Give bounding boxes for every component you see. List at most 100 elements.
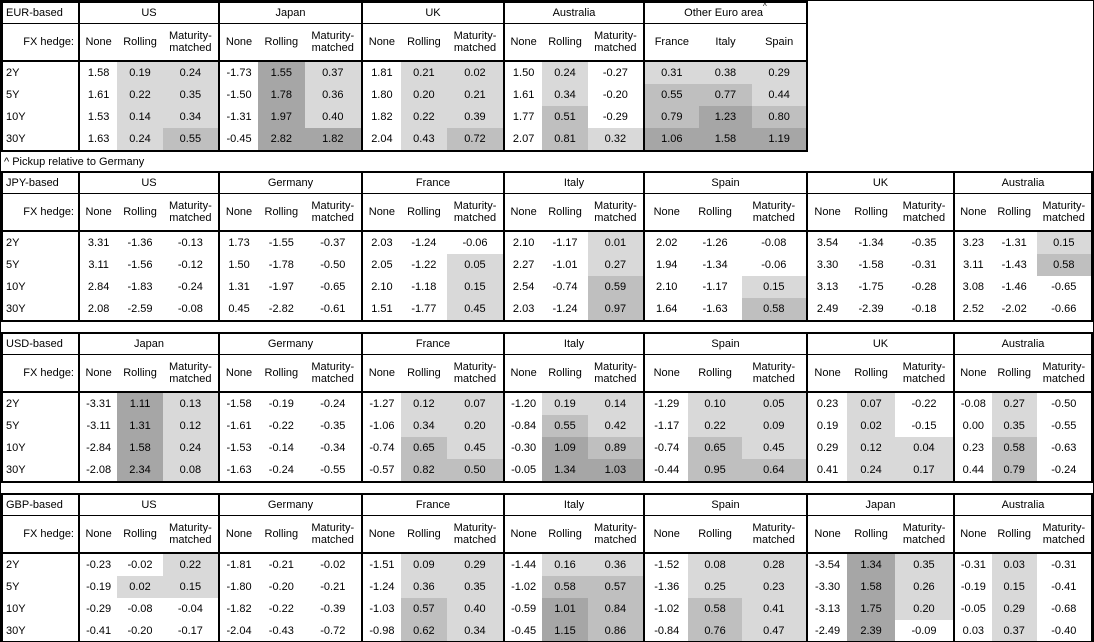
column-header: None — [653, 528, 680, 540]
value-group: 2.54 -0.74 0.59 — [503, 276, 643, 298]
header-row-hedge: FX hedge: None Rolling Maturity-matched None… — [3, 355, 1091, 393]
value-cell: 0.26 — [894, 576, 953, 598]
column-header: None — [653, 367, 680, 379]
column-header: Rolling — [123, 206, 157, 218]
value-group: 2.08 -2.59 -0.08 — [78, 298, 218, 320]
hedge-header-group: None Rolling Maturity-matched — [361, 355, 503, 391]
value-cell: 0.97 — [587, 298, 643, 320]
column-header: None — [85, 528, 112, 540]
value-cell: 0.65 — [688, 437, 742, 459]
country-name: US — [141, 499, 156, 511]
value-cell: 2.03 — [371, 237, 393, 249]
country-name-text: Germany — [267, 499, 314, 511]
column-header: Rolling — [407, 528, 441, 540]
header-row-countries: EUR-based US Japan UK Australia Other Euro ar… — [3, 3, 806, 24]
value-group: 0.23 0.58 -0.63 — [953, 437, 1091, 459]
value-cell: 1.94 — [656, 259, 678, 271]
value-cell: 0.39 — [446, 106, 503, 128]
value-cell: -1.29 — [654, 398, 680, 410]
hedge-header-group: None Rolling Maturity-matched — [503, 516, 643, 552]
value-cell: -2.08 — [86, 464, 112, 476]
value-cell: -0.59 — [511, 603, 537, 615]
country-header: US — [78, 495, 218, 515]
value-cell: 1.31 — [228, 281, 250, 293]
value-cell: 0.04 — [894, 437, 953, 459]
value-cell: 2.82 — [258, 128, 305, 150]
value-group: -0.84 0.76 0.47 — [643, 620, 806, 641]
value-cell: -1.24 — [369, 581, 395, 593]
value-cell: -0.74 — [654, 442, 680, 454]
value-cell: -0.29 — [86, 603, 112, 615]
value-cell: -1.31 — [1001, 237, 1027, 249]
value-cell: 1.61 — [87, 89, 110, 101]
value-cell: -0.50 — [320, 259, 346, 271]
value-group: -1.82 -0.22 -0.39 — [218, 598, 361, 620]
value-group: -3.13 1.75 0.20 — [806, 598, 953, 620]
value-group: -0.41 -0.20 -0.17 — [78, 620, 218, 641]
data-row: 5Y -0.19 0.02 0.15 -1.80 -0.20 -0.21 -1.24 0.36 0… — [3, 576, 1091, 598]
value-group: -1.24 0.36 0.35 — [361, 576, 503, 598]
value-cell: 2.08 — [87, 303, 110, 315]
country-name: Germany — [268, 177, 313, 189]
value-group: -1.20 0.19 0.14 — [503, 393, 643, 415]
value-cell: 0.79 — [645, 106, 699, 128]
value-cell: 0.05 — [741, 393, 806, 415]
value-cell: 1.58 — [117, 437, 163, 459]
country-name: Other Euro area ^ — [684, 2, 767, 20]
value-cell: 0.77 — [698, 84, 753, 106]
value-cell: 0.41 — [741, 598, 806, 620]
data-row: 5Y -3.11 1.31 0.12 -1.61 -0.22 -0.35 -1.06 0.34 0… — [3, 415, 1091, 437]
value-cell: 0.44 — [752, 84, 806, 106]
value-cell: 0.00 — [962, 420, 985, 432]
country-name: Germany — [268, 338, 313, 350]
value-cell: 0.03 — [962, 625, 985, 637]
column-header: Rolling — [854, 367, 888, 379]
value-cell: -2.49 — [815, 625, 841, 637]
value-cell: -0.74 — [369, 442, 395, 454]
value-cell: -0.19 — [268, 398, 294, 410]
value-cell: 0.55 — [645, 84, 699, 106]
country-name: US — [141, 7, 156, 19]
value-cell: 0.58 — [688, 598, 742, 620]
column-header: Maturity-matched — [902, 522, 946, 546]
column-header: None — [510, 36, 537, 48]
country-name-text: France — [415, 338, 451, 350]
country-name: Japan — [134, 338, 164, 350]
base-currency-label: GBP-based — [6, 499, 63, 511]
value-cell: -0.50 — [1051, 398, 1077, 410]
value-cell: -1.63 — [702, 303, 728, 315]
value-group: -0.05 1.34 1.03 — [503, 459, 643, 481]
value-cell: -0.24 — [320, 398, 346, 410]
value-cell: -1.58 — [226, 398, 252, 410]
value-cell: 0.35 — [894, 554, 953, 576]
column-header: Maturity-matched — [311, 30, 355, 54]
country-name: Japan — [866, 499, 896, 511]
value-cell: -0.55 — [320, 464, 346, 476]
value-cell: 0.09 — [400, 554, 447, 576]
country-name: Spain — [711, 499, 739, 511]
column-header: None — [225, 367, 253, 379]
value-cell: 1.55 — [258, 62, 305, 84]
hedge-header-group: None Rolling Maturity-matched — [806, 516, 953, 552]
value-group: 3.23 -1.31 0.15 — [953, 232, 1091, 254]
value-cell: 0.15 — [1036, 232, 1091, 254]
value-cell: 0.17 — [894, 459, 953, 481]
value-cell: -1.50 — [226, 89, 252, 101]
value-cell: -1.46 — [1001, 281, 1027, 293]
value-cell: -1.06 — [369, 420, 395, 432]
column-header: Maturity-matched — [311, 361, 355, 385]
value-group: 3.11 -1.43 0.58 — [953, 254, 1091, 276]
country-name-text: France — [415, 177, 451, 189]
country-header: Japan — [218, 3, 361, 23]
value-group: 0.29 0.12 0.04 — [806, 437, 953, 459]
hedge-header-group: None Rolling Maturity-matched — [643, 194, 806, 230]
value-cell: -0.98 — [369, 625, 395, 637]
value-group: 1.50 0.24 -0.27 — [503, 62, 643, 84]
value-cell: -1.80 — [226, 581, 252, 593]
value-cell: 0.84 — [587, 598, 643, 620]
data-row: 30Y -2.08 2.34 0.08 -1.63 -0.24 -0.55 -0.57 0.82… — [3, 459, 1091, 481]
value-cell: 0.12 — [847, 437, 895, 459]
value-cell: 0.15 — [446, 276, 503, 298]
value-cell: -0.22 — [911, 398, 937, 410]
value-cell: -1.36 — [127, 237, 153, 249]
